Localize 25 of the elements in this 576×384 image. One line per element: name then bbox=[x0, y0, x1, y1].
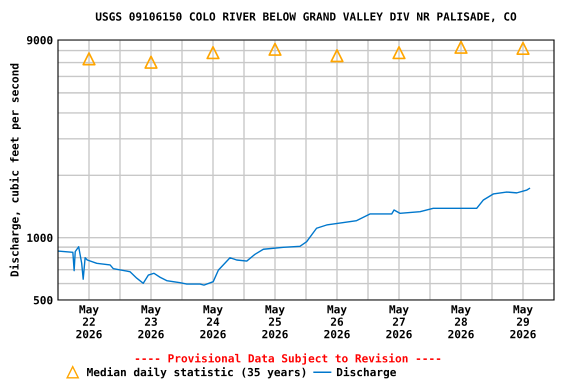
y-axis-title: Discharge, cubic feet per second bbox=[9, 64, 21, 276]
x-tick-label: May 24 2026 bbox=[200, 305, 226, 338]
point bbox=[268, 42, 282, 56]
chart-title: USGS 09106150 COLO RIVER BELOW GRAND VALLEY DIV NR PALISADE, CO bbox=[96, 12, 516, 22]
point bbox=[516, 42, 530, 56]
y-tick-label: 1000 bbox=[27, 234, 52, 242]
x-tick-label: May 27 2026 bbox=[386, 305, 412, 338]
text: ---- Provisional Data Subject to Revision ---- bbox=[136, 353, 440, 365]
point bbox=[206, 46, 220, 60]
y-tick-label: 9000 bbox=[26, 36, 52, 44]
point bbox=[82, 52, 96, 66]
x-tick-label: May 25 2026 bbox=[262, 305, 288, 338]
point bbox=[144, 56, 158, 69]
x-tick-label: May 22 2026 bbox=[76, 305, 102, 338]
point bbox=[330, 49, 344, 62]
x-tick-label: May 29 2026 bbox=[510, 305, 536, 338]
y-tick-label: 500 bbox=[34, 296, 52, 304]
x-tick-label: May 23 2026 bbox=[138, 305, 164, 338]
legend-label: Median daily statistic (35 years) bbox=[87, 367, 306, 378]
x-tick-label: May 28 2026 bbox=[448, 305, 474, 338]
x-tick-label: May 26 2026 bbox=[324, 305, 350, 338]
point bbox=[392, 46, 406, 60]
line-series bbox=[58, 188, 530, 286]
legend-label: Discharge bbox=[336, 367, 396, 378]
point bbox=[454, 40, 468, 54]
